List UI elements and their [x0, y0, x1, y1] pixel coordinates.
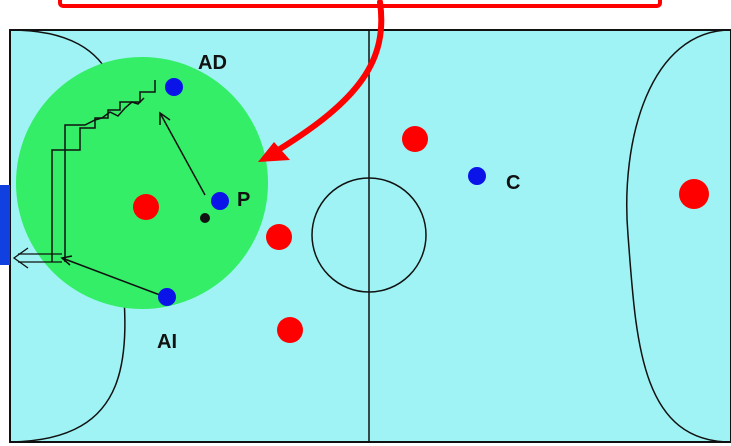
pressure-zone	[16, 57, 268, 309]
blue-player-ai	[158, 288, 176, 306]
side-bar	[0, 185, 10, 265]
red-player	[402, 126, 428, 152]
curved-arrow-icon	[272, 0, 385, 155]
pass-arrow-p-to-ad	[159, 112, 206, 196]
blue-player-c	[468, 167, 486, 185]
arrow-icon	[159, 111, 171, 125]
red-player	[266, 224, 292, 250]
callout-arrowhead	[258, 142, 290, 162]
right-penalty-area	[626, 29, 731, 443]
blue-player-p	[211, 192, 229, 210]
arrow-icon	[12, 247, 29, 269]
red-player	[133, 194, 159, 220]
zigzag-line-inner	[64, 97, 145, 262]
red-player	[679, 179, 709, 209]
ball-icon	[200, 213, 210, 223]
callout-box	[58, 0, 662, 8]
red-player	[277, 317, 303, 343]
center-circle	[311, 177, 427, 293]
blue-player-ad	[165, 78, 183, 96]
player-label-c: C	[506, 172, 520, 194]
player-label-p: P	[237, 189, 250, 211]
pass-arrow-ai-to-goal	[61, 257, 161, 296]
arrow-icon	[60, 255, 73, 266]
player-label-ai: AI	[157, 331, 177, 353]
player-label-ad: AD	[198, 52, 227, 74]
